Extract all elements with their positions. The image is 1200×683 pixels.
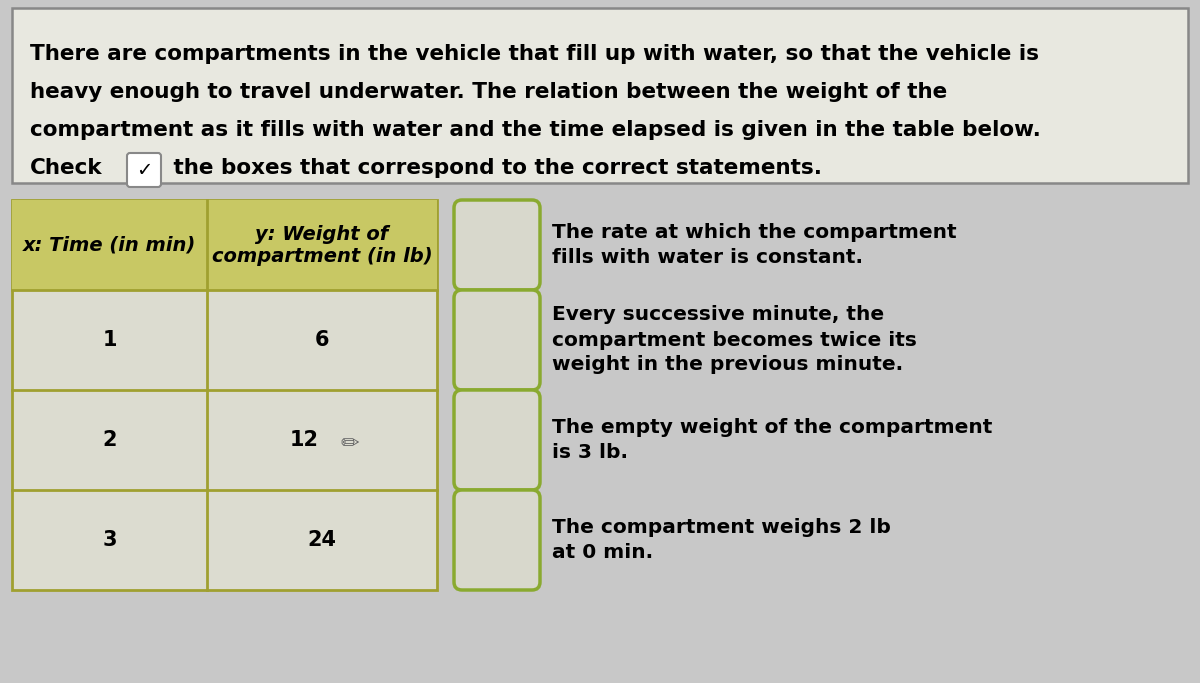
Text: compartment as it fills with water and the time elapsed is given in the table be: compartment as it fills with water and t…: [30, 120, 1040, 140]
Text: 6: 6: [314, 330, 329, 350]
FancyBboxPatch shape: [12, 8, 1188, 183]
Text: 12: 12: [289, 430, 318, 450]
Text: 1: 1: [102, 330, 116, 350]
FancyBboxPatch shape: [454, 290, 540, 390]
Text: ✏: ✏: [341, 434, 359, 454]
Text: Every successive minute, the
compartment becomes twice its
weight in the previou: Every successive minute, the compartment…: [552, 305, 917, 374]
Text: y: Weight of
compartment (in lb): y: Weight of compartment (in lb): [211, 225, 432, 266]
FancyBboxPatch shape: [454, 200, 540, 290]
Text: x: Time (in min): x: Time (in min): [23, 236, 196, 255]
FancyBboxPatch shape: [127, 153, 161, 187]
Text: the boxes that correspond to the correct statements.: the boxes that correspond to the correct…: [166, 158, 822, 178]
Text: 3: 3: [102, 530, 116, 550]
Text: heavy enough to travel underwater. The relation between the weight of the: heavy enough to travel underwater. The r…: [30, 82, 947, 102]
FancyBboxPatch shape: [12, 200, 437, 290]
Text: Check: Check: [30, 158, 103, 178]
Text: 24: 24: [307, 530, 336, 550]
Text: ✓: ✓: [136, 161, 152, 180]
Text: The empty weight of the compartment
is 3 lb.: The empty weight of the compartment is 3…: [552, 418, 992, 462]
FancyBboxPatch shape: [454, 490, 540, 590]
FancyBboxPatch shape: [454, 390, 540, 490]
Text: There are compartments in the vehicle that fill up with water, so that the vehic: There are compartments in the vehicle th…: [30, 44, 1039, 64]
Text: 2: 2: [102, 430, 116, 450]
FancyBboxPatch shape: [12, 200, 437, 590]
Text: The compartment weighs 2 lb
at 0 min.: The compartment weighs 2 lb at 0 min.: [552, 518, 890, 562]
Text: The rate at which the compartment
fills with water is constant.: The rate at which the compartment fills …: [552, 223, 956, 267]
